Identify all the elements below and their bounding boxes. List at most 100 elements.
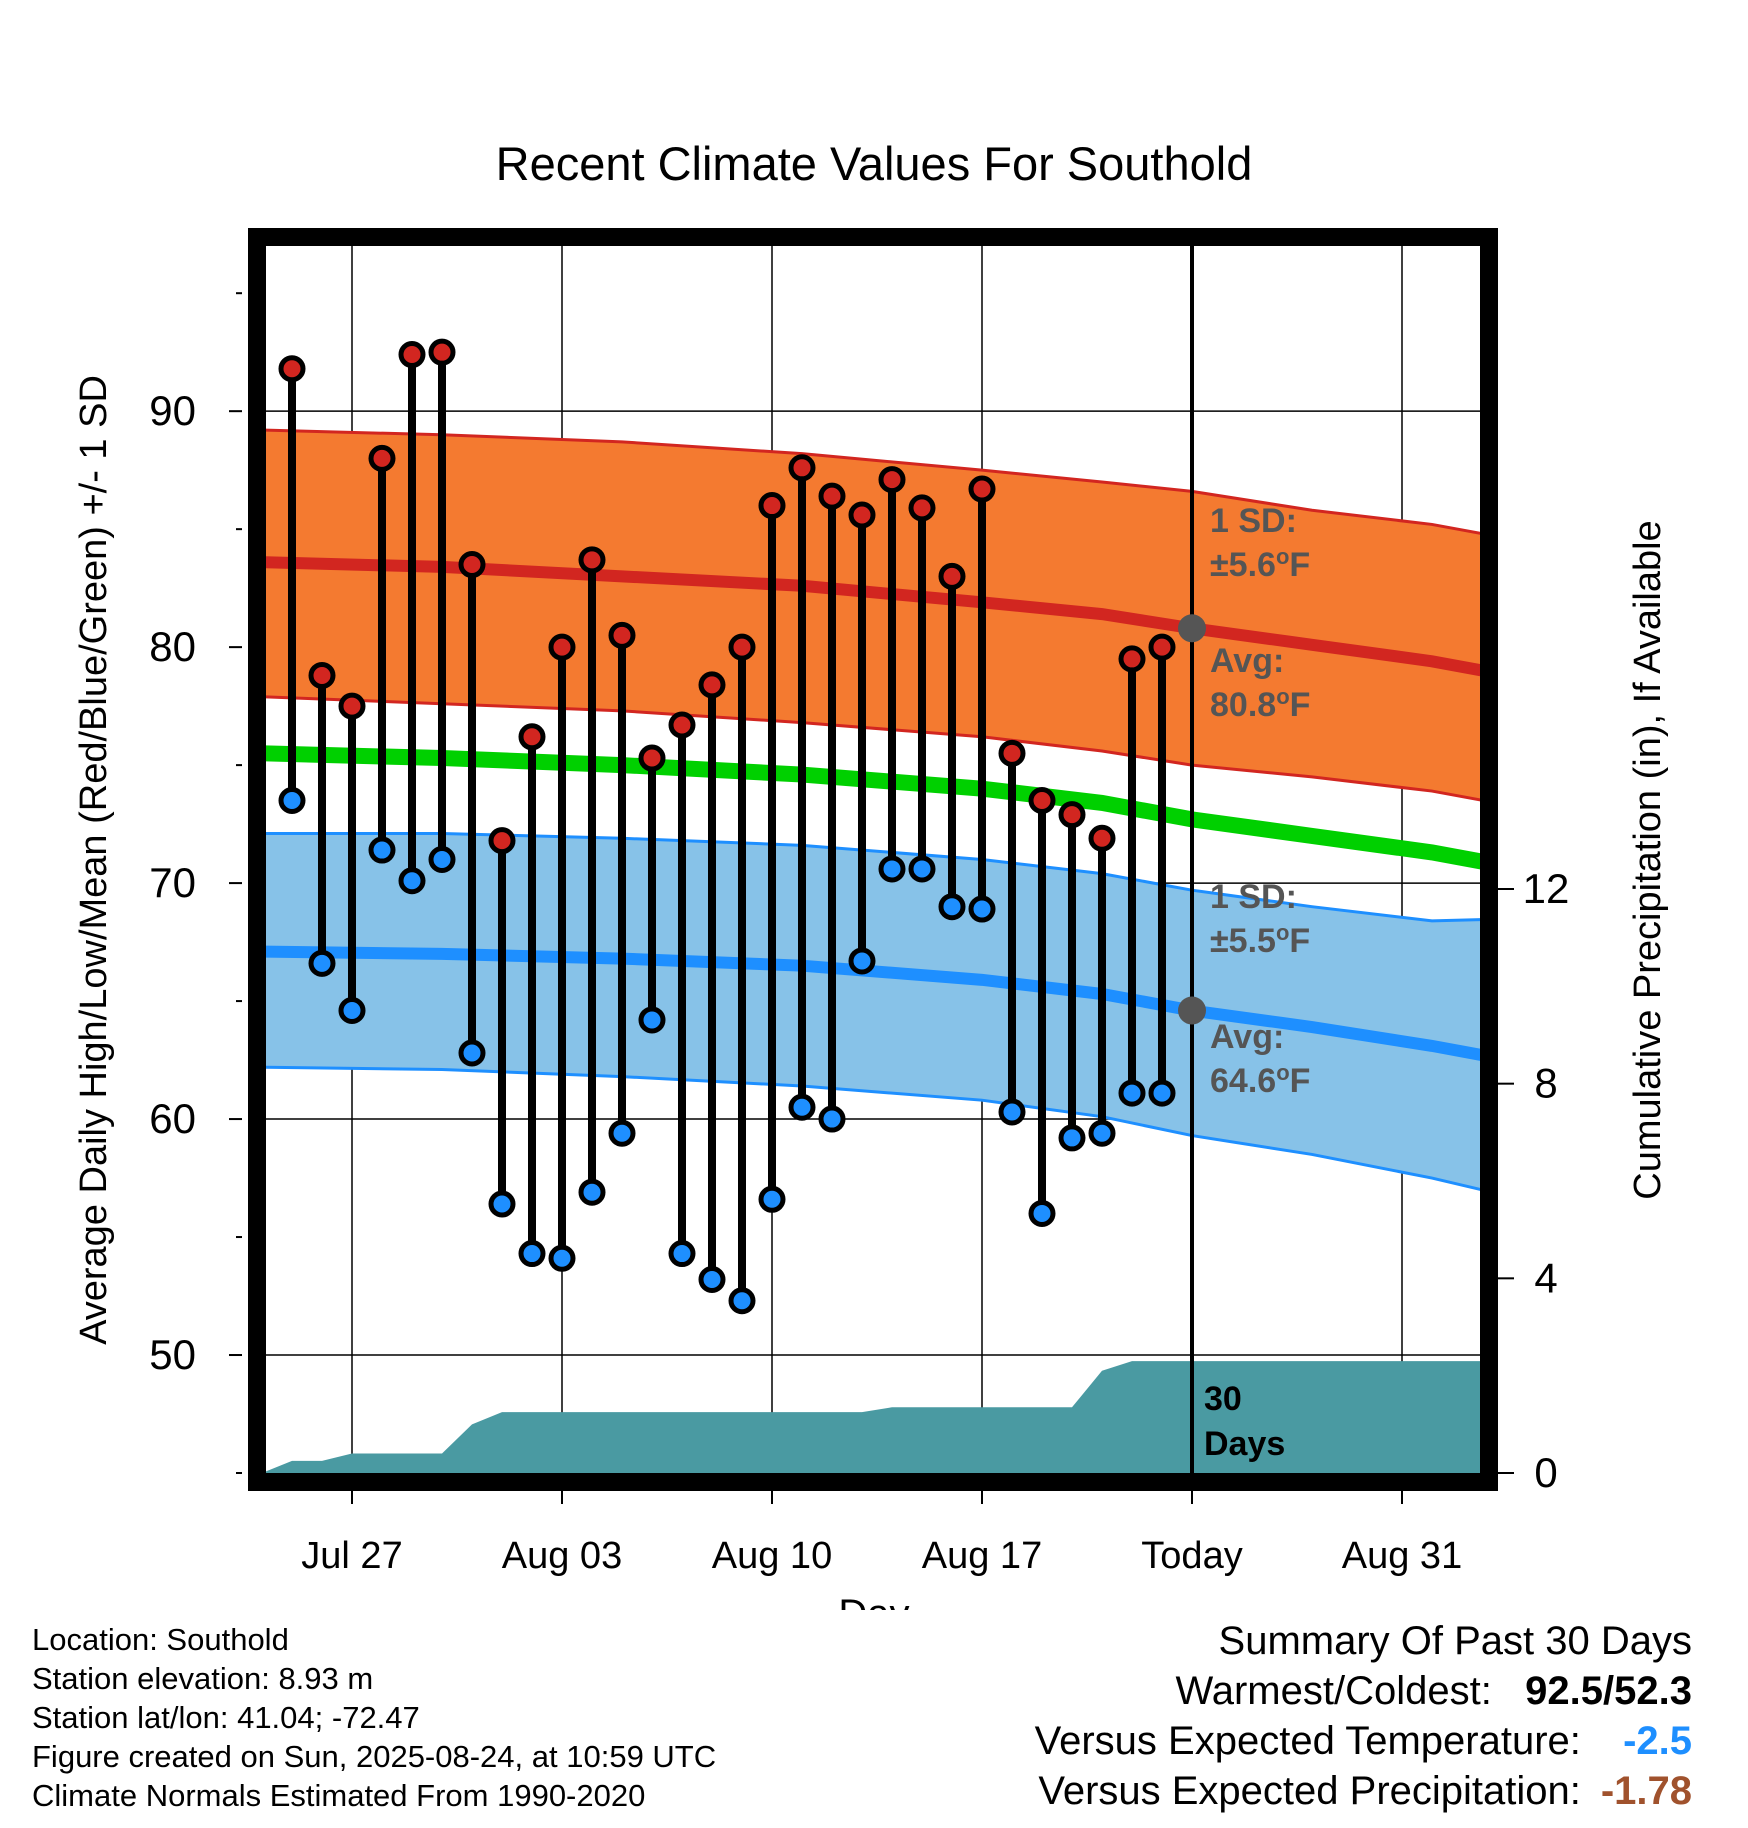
high-point bbox=[758, 492, 786, 520]
warmest-value: 92.5 bbox=[1525, 1669, 1604, 1713]
high-point bbox=[698, 671, 726, 699]
created-text: Figure created on Sun, 2025-08-24, at 10… bbox=[32, 1739, 717, 1774]
low-point bbox=[818, 1105, 846, 1133]
low-point bbox=[698, 1266, 726, 1294]
high-point bbox=[458, 551, 486, 579]
normals-text: Climate Normals Estimated From 1990-2020 bbox=[32, 1778, 646, 1813]
low-avg-label: Avg: bbox=[1210, 1018, 1284, 1056]
y-tick-label: 90 bbox=[149, 387, 196, 434]
low-avg-value-number: 64.6 bbox=[1210, 1062, 1276, 1100]
low-sd-value-number: ±5.5 bbox=[1210, 922, 1276, 960]
high-point bbox=[368, 444, 396, 472]
location-text: Location: Southold bbox=[32, 1622, 289, 1657]
high-sd-value-unit: F bbox=[1289, 546, 1310, 584]
high-point bbox=[278, 355, 306, 383]
high-point bbox=[338, 692, 366, 720]
high-point bbox=[818, 482, 846, 510]
latlon-text: Station lat/lon: 41.04; -72.47 bbox=[32, 1700, 420, 1735]
low-sd-band bbox=[266, 833, 1480, 1190]
high-point bbox=[1028, 787, 1056, 815]
low-point bbox=[338, 997, 366, 1025]
x-tick-label: Today bbox=[1141, 1535, 1242, 1577]
low-sd-value-degree: o bbox=[1276, 920, 1289, 945]
high-point bbox=[398, 341, 426, 369]
high-point bbox=[428, 338, 456, 366]
low-sd-label: 1 SD: bbox=[1210, 878, 1297, 916]
high-point bbox=[578, 546, 606, 574]
high-point bbox=[308, 661, 336, 689]
low-point bbox=[398, 867, 426, 895]
y-tick-label: 70 bbox=[149, 859, 196, 906]
x-tick-label: Aug 10 bbox=[712, 1535, 832, 1577]
low-point bbox=[968, 895, 996, 923]
high-point bbox=[668, 711, 696, 739]
x-tick-label: Jul 27 bbox=[301, 1535, 402, 1577]
high-sd-label: 1 SD: bbox=[1210, 502, 1297, 540]
summary-temp-row: Versus Expected Temperature: -2.5 bbox=[1035, 1716, 1692, 1766]
x-tick-label: Aug 31 bbox=[1342, 1535, 1462, 1577]
high-point bbox=[728, 633, 756, 661]
precip-value: -1.78 bbox=[1600, 1769, 1692, 1813]
today-high-avg-marker bbox=[1178, 614, 1206, 643]
high-avg-value-number: 80.8 bbox=[1210, 686, 1276, 724]
x-tick-label: Aug 03 bbox=[502, 1535, 622, 1577]
low-point bbox=[788, 1093, 816, 1121]
y2-tick-label: 12 bbox=[1523, 865, 1570, 912]
low-sd-value: ±5.5oF bbox=[1210, 920, 1310, 960]
low-point bbox=[1088, 1119, 1116, 1147]
y-tick-label: 60 bbox=[149, 1095, 196, 1142]
high-sd-value: ±5.6oF bbox=[1210, 544, 1310, 584]
high-sd-value-number: ±5.6 bbox=[1210, 546, 1276, 584]
low-avg-value-unit: F bbox=[1290, 1062, 1311, 1100]
x-tick-label: Aug 17 bbox=[922, 1535, 1042, 1577]
high-point bbox=[938, 562, 966, 590]
high-point bbox=[1088, 824, 1116, 852]
low-point bbox=[518, 1240, 546, 1268]
low-point bbox=[758, 1185, 786, 1213]
high-point bbox=[1148, 633, 1176, 661]
low-point bbox=[548, 1244, 576, 1272]
low-point bbox=[728, 1287, 756, 1315]
low-point bbox=[1148, 1079, 1176, 1107]
high-point bbox=[518, 723, 546, 751]
low-point bbox=[1058, 1124, 1086, 1152]
high-point bbox=[908, 494, 936, 522]
low-point bbox=[608, 1119, 636, 1147]
high-point bbox=[608, 621, 636, 649]
high-point bbox=[548, 633, 576, 661]
high-point bbox=[998, 739, 1026, 767]
temp-value: -2.5 bbox=[1623, 1719, 1692, 1763]
low-avg-value-degree: o bbox=[1276, 1060, 1289, 1085]
high-upper-line bbox=[266, 428, 1480, 535]
y2-tick-label: 0 bbox=[1534, 1449, 1557, 1496]
y-axis-label: Average Daily High/Low/Mean (Red/Blue/Gr… bbox=[73, 375, 115, 1345]
y-tick-label: 50 bbox=[149, 1331, 196, 1378]
low-avg-value: 64.6oF bbox=[1210, 1060, 1310, 1100]
low-point bbox=[848, 947, 876, 975]
plot-frame bbox=[248, 228, 1498, 1491]
y2-axis-label: Cumulative Precipitation (in), If Availa… bbox=[1627, 520, 1669, 1199]
low-point bbox=[1118, 1079, 1146, 1107]
y-tick-label: 80 bbox=[149, 623, 196, 670]
today-low-avg-marker bbox=[1178, 996, 1206, 1025]
high-avg-value: 80.8oF bbox=[1210, 684, 1310, 724]
x-axis-label: Day bbox=[838, 1592, 909, 1610]
y2-tick-label: 4 bbox=[1534, 1254, 1557, 1301]
high-point bbox=[968, 475, 996, 503]
low-point bbox=[638, 1006, 666, 1034]
low-point bbox=[998, 1098, 1026, 1126]
high-avg-value-unit: F bbox=[1290, 686, 1311, 724]
low-point bbox=[458, 1039, 486, 1067]
low-point bbox=[668, 1240, 696, 1268]
period-label-days: Days bbox=[1204, 1425, 1285, 1463]
low-point bbox=[578, 1178, 606, 1206]
summary-warmest-row: Warmest/Coldest: 92.5/52.3 bbox=[1035, 1666, 1692, 1716]
low-point bbox=[308, 949, 336, 977]
low-point bbox=[1028, 1199, 1056, 1227]
low-point bbox=[428, 846, 456, 873]
summary-title: Summary Of Past 30 Days bbox=[1218, 1619, 1692, 1663]
temp-label: Versus Expected Temperature: bbox=[1034, 1719, 1581, 1763]
low-sd-value-unit: F bbox=[1289, 922, 1310, 960]
warmest-label: Warmest/Coldest: bbox=[1175, 1669, 1492, 1713]
high-point bbox=[878, 466, 906, 494]
